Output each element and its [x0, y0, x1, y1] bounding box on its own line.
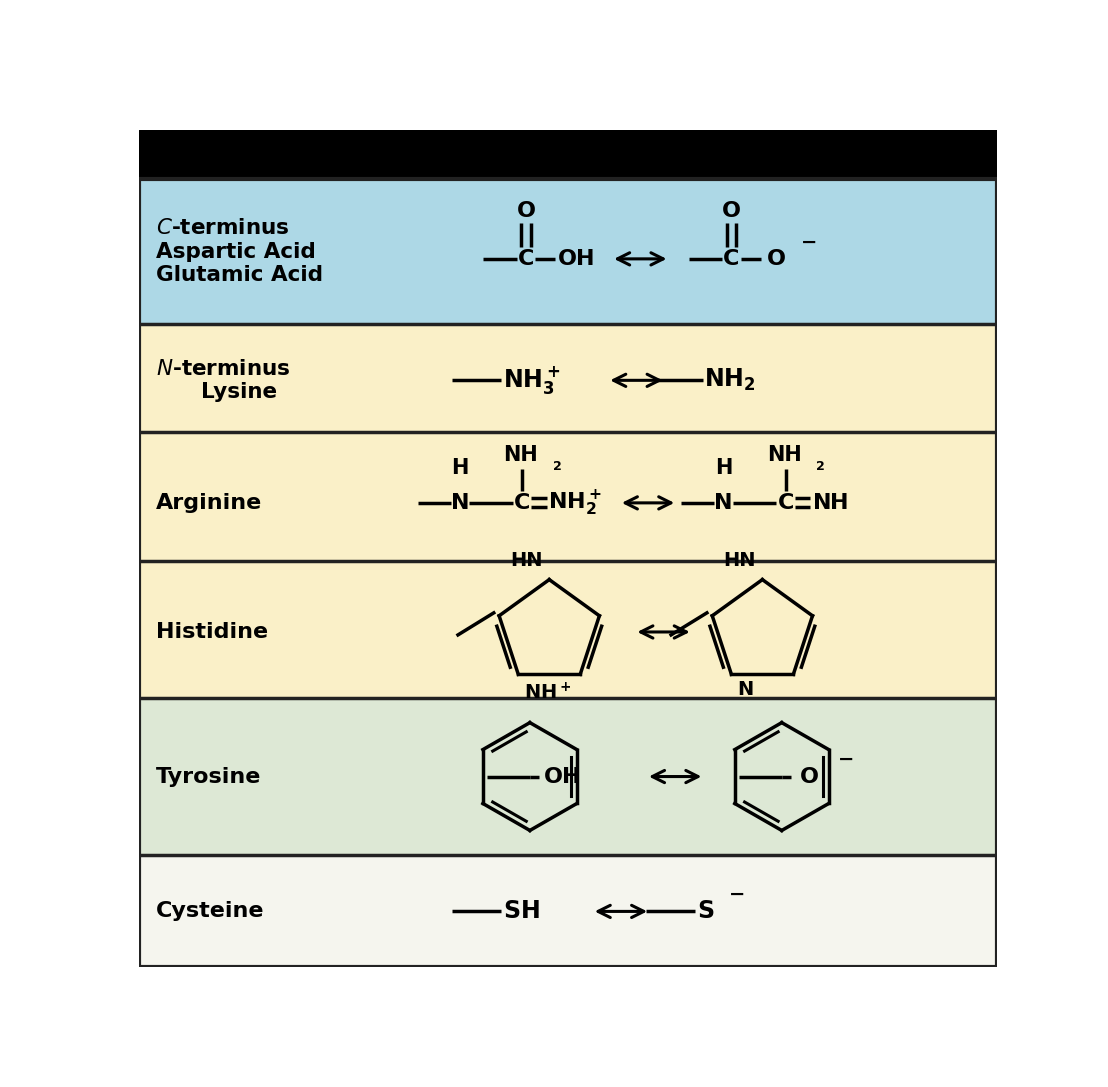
- Text: −: −: [729, 885, 746, 904]
- Text: Tyrosine: Tyrosine: [155, 766, 260, 787]
- Text: OH: OH: [557, 249, 595, 268]
- Text: −: −: [838, 750, 854, 770]
- Bar: [138, 855, 997, 967]
- Bar: [138, 130, 997, 179]
- Text: O: O: [767, 249, 786, 268]
- Text: −: −: [801, 233, 818, 251]
- Bar: [138, 179, 997, 324]
- Text: H: H: [451, 459, 469, 478]
- Text: HN: HN: [511, 551, 543, 571]
- Text: $\mathbf{SH}$: $\mathbf{SH}$: [503, 899, 540, 924]
- Text: O: O: [722, 201, 741, 221]
- Text: $\mathbf{NH_2^+}$: $\mathbf{NH_2^+}$: [548, 488, 603, 517]
- Text: $\mathbf{NH_3^+}$: $\mathbf{NH_3^+}$: [503, 364, 560, 397]
- Text: OH: OH: [544, 766, 582, 787]
- Text: $\mathbf{NH_2}$: $\mathbf{NH_2}$: [705, 367, 756, 393]
- Text: C: C: [517, 249, 534, 268]
- Text: $\mathbf{_2}$: $\mathbf{_2}$: [815, 455, 825, 473]
- Bar: [138, 698, 997, 855]
- Text: $\mathbf{NH}$: $\mathbf{NH}$: [812, 492, 849, 513]
- Text: C: C: [778, 492, 793, 513]
- Bar: [138, 324, 997, 433]
- Text: O: O: [799, 766, 819, 787]
- Text: $\mathbf{NH^+}$: $\mathbf{NH^+}$: [524, 682, 572, 703]
- Text: $\mathbf{_2}$: $\mathbf{_2}$: [552, 455, 562, 473]
- Text: NH: NH: [503, 446, 538, 465]
- Text: N: N: [451, 492, 470, 513]
- Text: HN: HN: [724, 551, 756, 571]
- Text: O: O: [516, 201, 535, 221]
- Text: NH: NH: [767, 446, 801, 465]
- Text: $\it{C}$-terminus
Aspartic Acid
Glutamic Acid: $\it{C}$-terminus Aspartic Acid Glutamic…: [155, 218, 322, 285]
- Bar: [138, 561, 997, 698]
- Text: N: N: [715, 492, 732, 513]
- Text: Histidine: Histidine: [155, 622, 268, 642]
- Text: C: C: [514, 492, 531, 513]
- Text: Cysteine: Cysteine: [155, 901, 264, 922]
- Text: H: H: [715, 459, 732, 478]
- Text: Arginine: Arginine: [155, 492, 261, 513]
- Text: N: N: [738, 680, 753, 700]
- Text: $\mathbf{S}$: $\mathbf{S}$: [697, 899, 714, 924]
- Bar: [138, 433, 997, 561]
- Text: $\it{N}$-terminus
      Lysine: $\it{N}$-terminus Lysine: [155, 359, 290, 402]
- Text: C: C: [724, 249, 739, 268]
